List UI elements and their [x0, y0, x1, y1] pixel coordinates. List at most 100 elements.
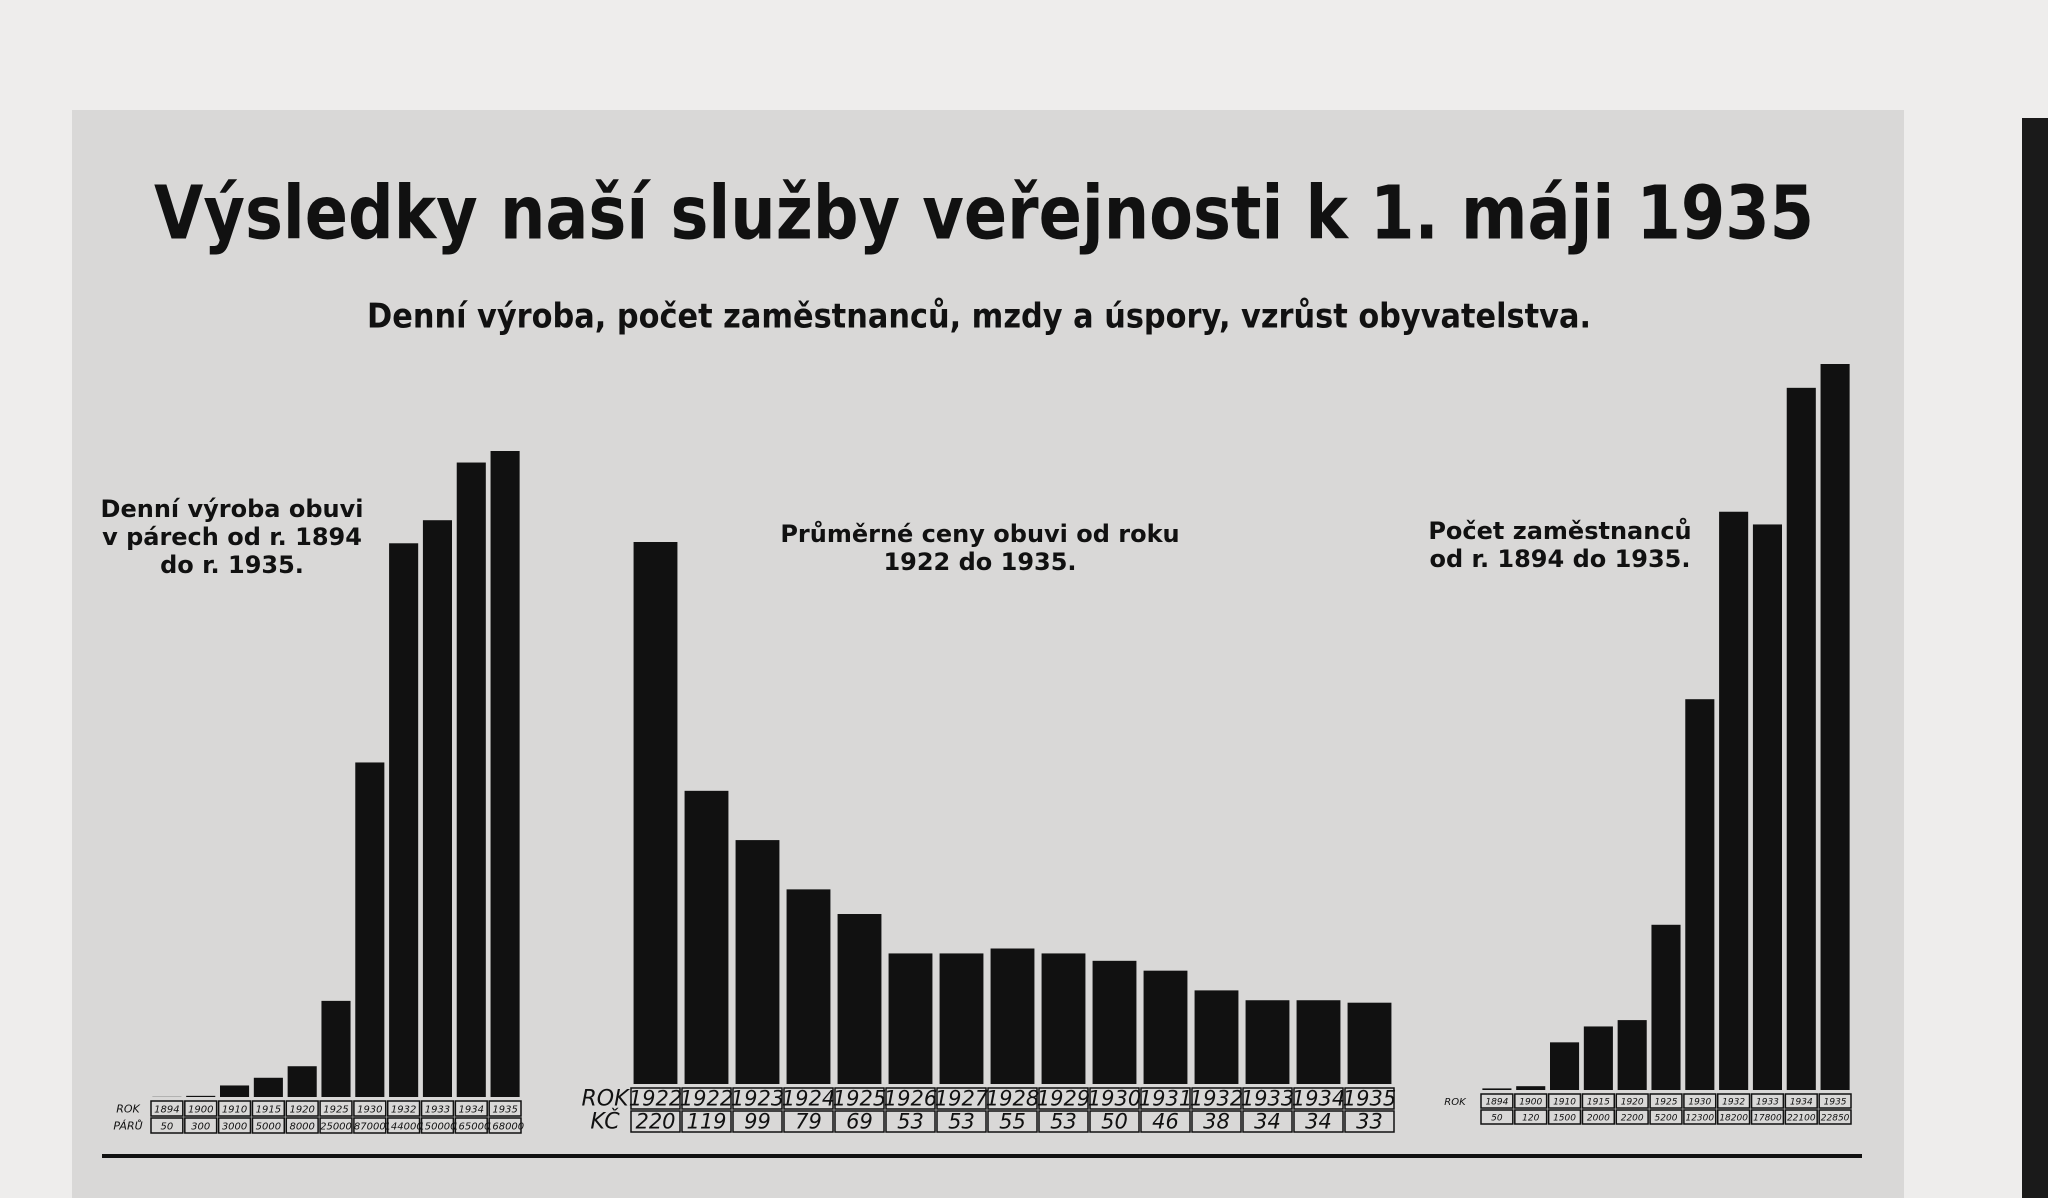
table-cell	[1344, 1087, 1395, 1110]
row-label: KČ	[590, 1109, 620, 1135]
chart-label: v párech od r. 1894	[102, 523, 362, 551]
table-cell	[420, 1117, 455, 1134]
value-label: 17800	[1753, 1114, 1782, 1124]
table-cell	[150, 1100, 184, 1117]
table-cell	[150, 1117, 184, 1134]
value-label: 50	[161, 1122, 174, 1133]
year-label: 1934	[1790, 1098, 1813, 1108]
edge	[2022, 118, 2048, 1198]
table-cell	[936, 1110, 987, 1133]
value-label: 168000	[486, 1122, 524, 1133]
value-label: 99	[744, 1110, 771, 1134]
table-cell	[251, 1100, 286, 1117]
year-label: 1933	[425, 1105, 450, 1116]
value-label: 150000	[418, 1122, 456, 1133]
year-label: 1934	[459, 1105, 484, 1116]
bar	[321, 1000, 351, 1097]
table-cell	[732, 1087, 783, 1110]
value-label: 87000	[354, 1122, 386, 1133]
year-label: 1894	[154, 1105, 179, 1116]
table-cell	[488, 1117, 522, 1134]
value-label: 144000	[385, 1122, 423, 1133]
table-cell	[1191, 1110, 1242, 1133]
table-cell	[1344, 1110, 1395, 1133]
year-label: 1915	[1587, 1098, 1610, 1108]
table-cell	[1242, 1110, 1293, 1133]
year-label: 1935	[1824, 1098, 1847, 1108]
bar	[1041, 953, 1086, 1084]
table-cell	[1038, 1087, 1089, 1110]
value-label: 120	[1522, 1114, 1539, 1124]
table-cell	[885, 1087, 936, 1110]
year-label: 1900	[188, 1105, 213, 1116]
table-cell	[1615, 1109, 1649, 1125]
year-label: 1922	[680, 1087, 733, 1111]
year-label: 1925	[833, 1087, 886, 1111]
table-cell	[681, 1110, 732, 1133]
bar	[837, 914, 882, 1084]
table-cell	[285, 1117, 319, 1134]
table-cell	[1140, 1087, 1191, 1110]
bar	[1752, 524, 1782, 1090]
value-label: 69	[846, 1110, 873, 1134]
year-label: 1929	[1037, 1087, 1090, 1111]
table-cell	[885, 1110, 936, 1133]
year-label: 1930	[357, 1105, 382, 1116]
bar	[1685, 699, 1715, 1090]
year-label: 1910	[222, 1105, 247, 1116]
year-label: 1925	[1655, 1098, 1678, 1108]
bar	[1245, 1000, 1290, 1084]
table-cell	[1547, 1093, 1582, 1109]
table-cell	[386, 1117, 421, 1134]
table-cell	[1191, 1087, 1242, 1110]
table-cell	[1514, 1093, 1548, 1109]
table-cell	[1581, 1093, 1616, 1109]
table-cell	[1480, 1109, 1514, 1125]
value-label: 2000	[1587, 1114, 1610, 1124]
bar	[490, 451, 520, 1097]
bar	[1719, 511, 1749, 1090]
bar	[1092, 960, 1137, 1084]
value-label: 25000	[320, 1122, 352, 1133]
value-label: 53	[948, 1110, 975, 1134]
value-label: 46	[1152, 1110, 1179, 1134]
table-cell	[1818, 1093, 1852, 1109]
table-cell	[217, 1100, 252, 1117]
table-cell	[732, 1110, 783, 1133]
table-cell	[1480, 1093, 1514, 1109]
row-label: ROK	[1444, 1097, 1467, 1108]
bar	[1143, 970, 1188, 1084]
year-label: 1932	[1722, 1098, 1745, 1108]
year-label: 1910	[1553, 1098, 1576, 1108]
table-cell	[353, 1100, 387, 1117]
table-cell	[1649, 1093, 1683, 1109]
bar	[1550, 1042, 1580, 1090]
table-cell	[1716, 1109, 1751, 1125]
bar	[939, 953, 984, 1084]
year-label: 1927	[935, 1087, 989, 1111]
year-label: 1930	[1088, 1087, 1141, 1111]
table-cell	[1514, 1109, 1548, 1125]
table-cell	[454, 1100, 488, 1117]
value-label: 34	[1305, 1110, 1332, 1134]
table-cell	[285, 1100, 319, 1117]
value-label: 38	[1203, 1110, 1230, 1134]
table-cell	[1818, 1109, 1852, 1125]
value-label: 3000	[222, 1122, 247, 1133]
year-label: 1933	[1756, 1098, 1779, 1108]
table-cell	[1784, 1109, 1818, 1125]
year-label: 1935	[1343, 1087, 1396, 1111]
bar	[1583, 1026, 1613, 1090]
value-label: 18200	[1719, 1114, 1748, 1124]
table-cell	[1750, 1109, 1785, 1125]
year-label: 1932	[391, 1105, 416, 1116]
table-cell	[987, 1087, 1038, 1110]
value-label: 12300	[1685, 1114, 1714, 1124]
bar	[1516, 1086, 1546, 1090]
table-cell	[184, 1100, 218, 1117]
bar	[456, 462, 486, 1097]
year-label: 1926	[884, 1087, 937, 1111]
year-label: 1920	[1621, 1098, 1644, 1108]
table-cell	[319, 1100, 353, 1117]
